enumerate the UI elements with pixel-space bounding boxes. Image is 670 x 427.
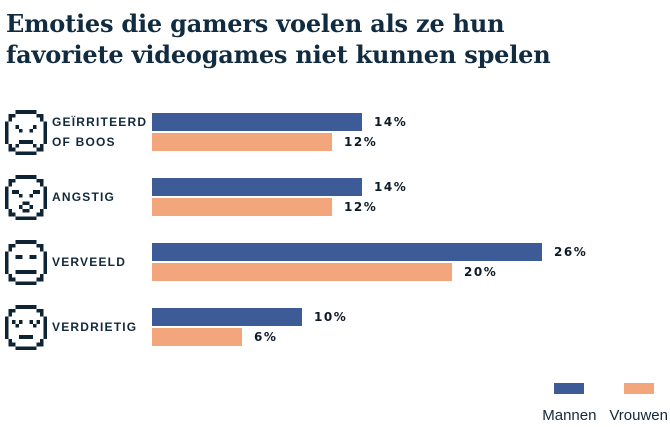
category-label: VERDRIETIG xyxy=(52,317,152,337)
category-label: ANGSTIG xyxy=(52,187,152,207)
legend-label: Mannen xyxy=(542,407,597,424)
legend-item-mannen: Mannen xyxy=(541,383,597,424)
bar-group: 26% 20% xyxy=(152,243,670,281)
chart-row: ANGSTIG 14% 12% xyxy=(0,174,670,220)
legend-swatch xyxy=(554,383,585,394)
bar-line: 14% xyxy=(152,178,670,196)
chart-title: Emoties die gamers voelen als ze hun fav… xyxy=(6,8,670,70)
bar-line: 6% xyxy=(152,328,670,346)
bored-face-icon xyxy=(5,239,47,285)
sad-face-icon xyxy=(5,304,47,350)
bar-vrouwen xyxy=(152,263,452,281)
legend-swatch xyxy=(623,383,654,394)
legend-label: Vrouwen xyxy=(609,407,668,424)
anxious-face-icon xyxy=(5,174,47,220)
chart-row: GEÏRRITEERD OF BOOS 14% 12% xyxy=(0,109,670,155)
chart-title-line-1: Emoties die gamers voelen als ze hun xyxy=(6,9,505,38)
value-label: 12% xyxy=(344,200,378,214)
chart-row: VERVEELD 26% 20% xyxy=(0,239,670,285)
bar-mannen xyxy=(152,243,542,261)
bar-mannen xyxy=(152,113,362,131)
bar-group: 14% 12% xyxy=(152,178,670,216)
bar-line: 20% xyxy=(152,263,670,281)
value-label: 14% xyxy=(374,180,408,194)
value-label: 20% xyxy=(464,265,498,279)
bar-line: 10% xyxy=(152,308,670,326)
angry-face-icon xyxy=(5,109,47,155)
bar-mannen xyxy=(152,178,362,196)
category-label-line: VERVEELD xyxy=(52,255,127,269)
infographic: Emoties die gamers voelen als ze hun fav… xyxy=(0,8,670,424)
bar-line: 12% xyxy=(152,198,670,216)
value-label: 12% xyxy=(344,135,378,149)
bar-vrouwen xyxy=(152,133,332,151)
chart-area: GEÏRRITEERD OF BOOS 14% 12% ANGSTIG 14% 1… xyxy=(0,109,670,350)
chart-row: VERDRIETIG 10% 6% xyxy=(0,304,670,350)
legend-item-vrouwen: Vrouwen xyxy=(609,383,668,424)
bar-line: 26% xyxy=(152,243,670,261)
legend: Mannen Vrouwen xyxy=(541,383,668,424)
bar-group: 10% 6% xyxy=(152,308,670,346)
category-label-line: GEÏRRITEERD xyxy=(52,115,148,129)
bar-line: 14% xyxy=(152,113,670,131)
value-label: 10% xyxy=(314,310,348,324)
category-label-line: VERDRIETIG xyxy=(52,320,138,334)
value-label: 6% xyxy=(254,330,278,344)
category-label-line: OF BOOS xyxy=(52,135,116,149)
category-label: GEÏRRITEERD OF BOOS xyxy=(52,112,152,152)
bar-vrouwen xyxy=(152,328,242,346)
bar-mannen xyxy=(152,308,302,326)
value-label: 26% xyxy=(554,245,588,259)
bar-group: 14% 12% xyxy=(152,113,670,151)
chart-title-line-2: favoriete videogames niet kunnen spelen xyxy=(6,40,551,69)
category-label: VERVEELD xyxy=(52,252,152,272)
value-label: 14% xyxy=(374,115,408,129)
category-label-line: ANGSTIG xyxy=(52,190,116,204)
bar-line: 12% xyxy=(152,133,670,151)
bar-vrouwen xyxy=(152,198,332,216)
